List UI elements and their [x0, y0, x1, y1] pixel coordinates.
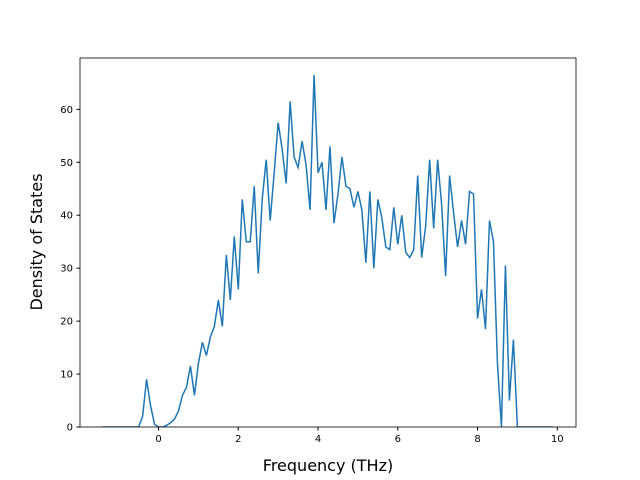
- x-tick-label: 6: [395, 434, 401, 445]
- y-tick-label: 10: [60, 370, 73, 381]
- y-tick-label: 60: [60, 105, 73, 116]
- y-tick-label: 40: [60, 211, 73, 222]
- y-tick-label: 30: [60, 264, 73, 275]
- x-tick-label: 2: [235, 434, 241, 445]
- x-axis-label: Frequency (THz): [263, 456, 393, 475]
- x-tick-label: 8: [474, 434, 480, 445]
- y-axis-label: Density of States: [27, 173, 46, 310]
- x-tick-label: 4: [315, 434, 321, 445]
- x-tick-label: 0: [155, 434, 161, 445]
- y-tick-label: 50: [60, 158, 73, 169]
- y-tick-label: 20: [60, 317, 73, 328]
- plot-frame: [79, 57, 577, 428]
- y-tick-label: 0: [67, 423, 73, 434]
- x-tick-label: 10: [551, 434, 564, 445]
- line: [102, 74, 554, 427]
